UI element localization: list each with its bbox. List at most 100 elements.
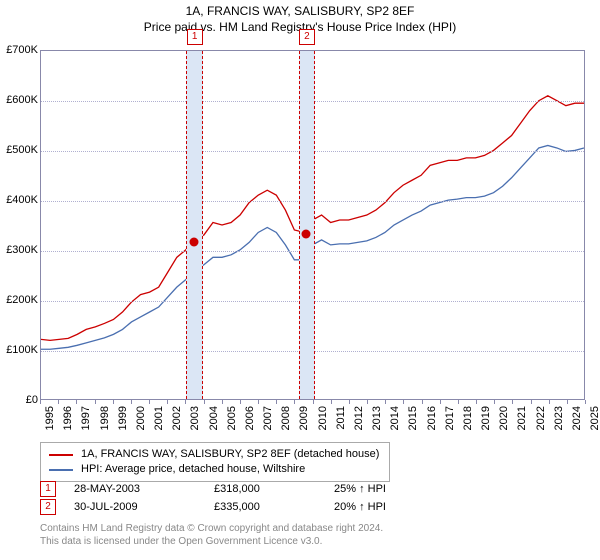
x-axis-tick bbox=[149, 400, 150, 404]
attribution-line-1: Contains HM Land Registry data © Crown c… bbox=[40, 522, 383, 535]
transaction-row-date: 30-JUL-2009 bbox=[74, 501, 214, 513]
x-axis-tick-label: 2011 bbox=[335, 406, 347, 430]
transaction-row: 1 28-MAY-2003£318,00025% ↑ HPI bbox=[40, 480, 585, 498]
x-axis-tick-label: 2021 bbox=[516, 406, 528, 430]
y-axis-tick-label: £400K bbox=[0, 194, 38, 206]
x-axis-tick bbox=[567, 400, 568, 404]
x-axis-tick bbox=[440, 400, 441, 404]
x-axis-tick-label: 2006 bbox=[244, 406, 256, 430]
x-axis-tick bbox=[313, 400, 314, 404]
transaction-badge: 2 bbox=[299, 29, 315, 45]
x-axis-tick-label: 2019 bbox=[480, 406, 492, 430]
legend-item-price-paid: 1A, FRANCIS WAY, SALISBURY, SP2 8EF (det… bbox=[49, 447, 379, 462]
x-axis-tick-label: 2003 bbox=[189, 406, 201, 430]
x-axis-tick bbox=[349, 400, 350, 404]
x-axis-tick-label: 2001 bbox=[153, 406, 165, 430]
x-axis-tick-label: 2000 bbox=[135, 406, 147, 430]
transaction-marker bbox=[189, 238, 198, 247]
x-axis-tick bbox=[258, 400, 259, 404]
x-axis-tick bbox=[95, 400, 96, 404]
x-axis-tick bbox=[367, 400, 368, 404]
transaction-row-price: £318,000 bbox=[214, 483, 334, 495]
y-axis-labels: £0£100K£200K£300K£400K£500K£600K£700K bbox=[0, 50, 40, 400]
transaction-row-pct: 20% ↑ HPI bbox=[334, 501, 454, 513]
legend-label-hpi: HPI: Average price, detached house, Wilt… bbox=[81, 462, 305, 477]
transaction-row-pct: 25% ↑ HPI bbox=[334, 483, 454, 495]
x-axis-tick bbox=[76, 400, 77, 404]
y-axis-tick-label: £300K bbox=[0, 244, 38, 256]
x-axis-tick-label: 2012 bbox=[353, 406, 365, 430]
x-axis-tick bbox=[458, 400, 459, 404]
x-axis-tick-label: 2022 bbox=[535, 406, 547, 430]
transaction-marker bbox=[301, 229, 310, 238]
x-axis-tick bbox=[494, 400, 495, 404]
x-axis-tick-label: 2013 bbox=[371, 406, 383, 430]
x-axis-tick bbox=[131, 400, 132, 404]
x-axis-tick-label: 1995 bbox=[44, 406, 56, 430]
transaction-row-date: 28-MAY-2003 bbox=[74, 483, 214, 495]
x-axis-tick-label: 2009 bbox=[298, 406, 310, 430]
x-axis-tick-label: 2023 bbox=[553, 406, 565, 430]
x-axis-tick-label: 2020 bbox=[498, 406, 510, 430]
y-axis-tick-label: £500K bbox=[0, 144, 38, 156]
attribution-text: Contains HM Land Registry data © Crown c… bbox=[40, 522, 383, 548]
x-axis-tick bbox=[113, 400, 114, 404]
x-axis-tick bbox=[512, 400, 513, 404]
x-axis-tick-label: 2024 bbox=[571, 406, 583, 430]
y-axis-tick-label: £100K bbox=[0, 344, 38, 356]
transaction-band: 1 bbox=[186, 51, 203, 399]
x-axis-tick bbox=[204, 400, 205, 404]
x-axis-tick bbox=[222, 400, 223, 404]
transaction-row-badge: 2 bbox=[40, 499, 56, 515]
x-axis-tick-label: 2005 bbox=[226, 406, 238, 430]
x-axis-tick-label: 1997 bbox=[80, 406, 92, 430]
transaction-row: 2 30-JUL-2009£335,00020% ↑ HPI bbox=[40, 498, 585, 516]
x-axis-tick bbox=[385, 400, 386, 404]
transaction-row-price: £335,000 bbox=[214, 501, 334, 513]
x-axis-tick bbox=[403, 400, 404, 404]
x-axis-tick-label: 1996 bbox=[62, 406, 74, 430]
legend-label-price-paid: 1A, FRANCIS WAY, SALISBURY, SP2 8EF (det… bbox=[81, 447, 379, 462]
x-axis-tick bbox=[549, 400, 550, 404]
transaction-band: 2 bbox=[299, 51, 316, 399]
x-axis-tick bbox=[276, 400, 277, 404]
chart-title: 1A, FRANCIS WAY, SALISBURY, SP2 8EF bbox=[0, 0, 600, 18]
transaction-row-badge: 1 bbox=[40, 481, 56, 497]
x-axis-tick-label: 1999 bbox=[117, 406, 129, 430]
transaction-badge: 1 bbox=[187, 29, 203, 45]
x-axis-tick-label: 2016 bbox=[426, 406, 438, 430]
x-axis-tick-label: 2018 bbox=[462, 406, 474, 430]
legend-box: 1A, FRANCIS WAY, SALISBURY, SP2 8EF (det… bbox=[40, 442, 390, 482]
x-axis-tick-label: 2014 bbox=[389, 406, 401, 430]
y-axis-tick-label: £600K bbox=[0, 94, 38, 106]
attribution-line-2: This data is licensed under the Open Gov… bbox=[40, 535, 383, 548]
y-axis-tick-label: £200K bbox=[0, 294, 38, 306]
x-axis-tick-label: 2007 bbox=[262, 406, 274, 430]
x-axis-tick-label: 2015 bbox=[407, 406, 419, 430]
x-axis-tick bbox=[167, 400, 168, 404]
x-axis-tick bbox=[185, 400, 186, 404]
y-axis-tick-label: £0 bbox=[0, 394, 38, 406]
y-axis-tick-label: £700K bbox=[0, 44, 38, 56]
x-axis-tick bbox=[58, 400, 59, 404]
chart-plot-area: 12 bbox=[40, 50, 585, 400]
transactions-table: 1 28-MAY-2003£318,00025% ↑ HPI 2 30-JUL-200… bbox=[40, 480, 585, 516]
x-axis-tick bbox=[294, 400, 295, 404]
legend-swatch-hpi bbox=[49, 469, 73, 471]
x-axis-tick-label: 2025 bbox=[589, 406, 600, 430]
x-axis-tick-label: 2010 bbox=[317, 406, 329, 430]
x-axis-tick bbox=[40, 400, 41, 404]
x-axis-tick-label: 1998 bbox=[99, 406, 111, 430]
x-axis-tick-label: 2008 bbox=[280, 406, 292, 430]
x-axis-tick bbox=[476, 400, 477, 404]
x-axis-tick bbox=[531, 400, 532, 404]
x-axis-tick bbox=[240, 400, 241, 404]
x-axis-tick-label: 2002 bbox=[171, 406, 183, 430]
x-axis-tick-label: 2004 bbox=[208, 406, 220, 430]
legend-item-hpi: HPI: Average price, detached house, Wilt… bbox=[49, 462, 379, 477]
x-axis-tick bbox=[585, 400, 586, 404]
x-axis-tick bbox=[422, 400, 423, 404]
legend-swatch-price-paid bbox=[49, 454, 73, 456]
x-axis-tick-label: 2017 bbox=[444, 406, 456, 430]
x-axis-tick bbox=[331, 400, 332, 404]
